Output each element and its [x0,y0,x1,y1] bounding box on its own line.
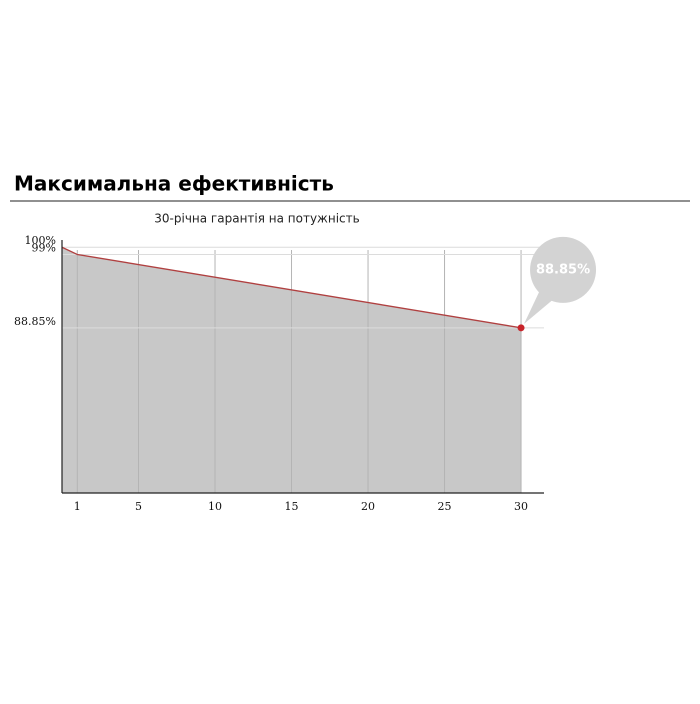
x-tick-label: 10 [208,500,222,513]
x-tick-label: 30 [514,500,528,513]
chart-subtitle: 30-річна гарантія на потужність [154,212,359,226]
x-tick-label: 5 [135,500,142,513]
x-tick-label: 15 [285,500,299,513]
x-tick-label: 20 [361,500,375,513]
x-tick-label: 1 [74,500,81,513]
chart-title: Максимальна ефективність [14,172,334,196]
callout-bubble [530,236,597,303]
value-label: 88.85% [536,262,590,277]
point [517,324,525,332]
x-tick-label: 25 [438,500,452,513]
y-tick-label: 88.85% [14,315,56,328]
y-tick-label: 100% [25,234,56,247]
y-tick-label: 99% [32,241,56,254]
line [61,246,522,329]
